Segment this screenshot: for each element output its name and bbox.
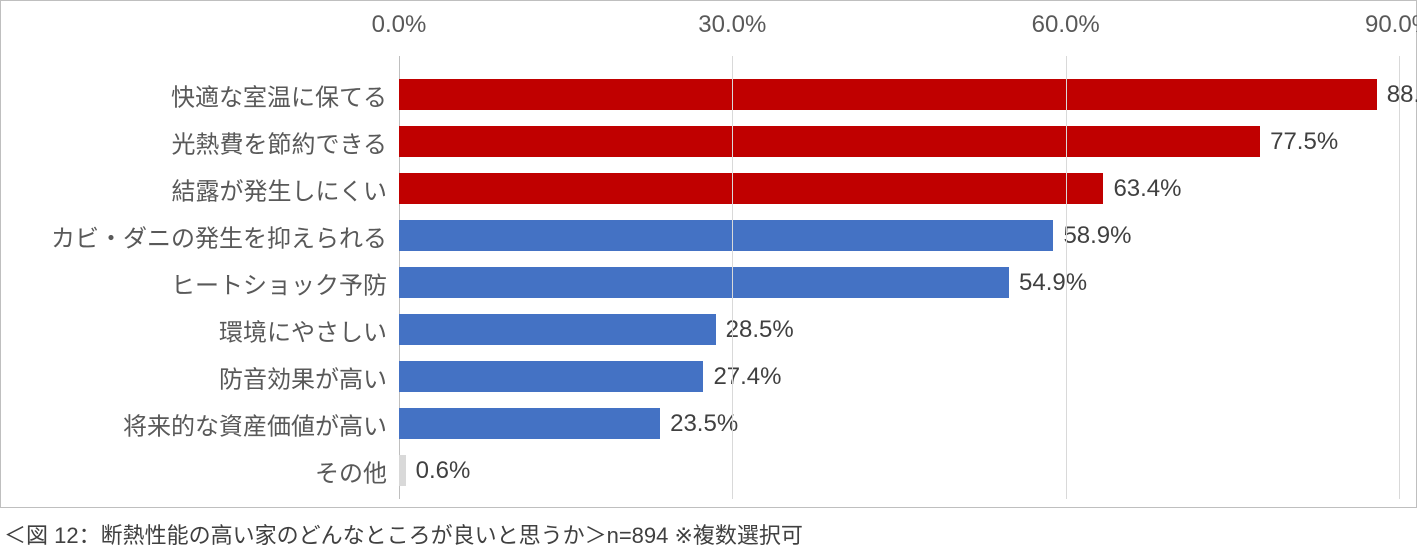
- bar-row-4: ヒートショック予防 54.9%: [399, 259, 1399, 306]
- gridline: [1066, 56, 1067, 499]
- category-label: 環境にやさしい: [219, 312, 387, 347]
- chart-frame: 0.0% 30.0% 60.0% 90.0% 快適な室温に保てる 88.0% 光…: [0, 0, 1417, 508]
- bar: [399, 408, 660, 439]
- category-label: 結露が発生しにくい: [171, 171, 387, 206]
- category-label: カビ・ダニの発生を抑えられる: [51, 218, 387, 253]
- bar: [399, 79, 1377, 110]
- value-label: 58.9%: [1063, 222, 1131, 250]
- value-label: 88.0%: [1387, 81, 1417, 109]
- category-label: 防音効果が高い: [219, 359, 387, 394]
- bar: [399, 126, 1260, 157]
- bar-row-6: 防音効果が高い 27.4%: [399, 353, 1399, 400]
- bar-row-1: 光熱費を節約できる 77.5%: [399, 118, 1399, 165]
- bar-row-8: その他 0.6%: [399, 447, 1399, 494]
- bar-row-0: 快適な室温に保てる 88.0%: [399, 71, 1399, 118]
- category-label: 快適な室温に保てる: [171, 77, 387, 112]
- plot-area: 0.0% 30.0% 60.0% 90.0% 快適な室温に保てる 88.0% 光…: [399, 11, 1399, 499]
- category-label: その他: [315, 453, 387, 488]
- value-label: 54.9%: [1019, 269, 1087, 297]
- bar-row-7: 将来的な資産価値が高い 23.5%: [399, 400, 1399, 447]
- gridline: [732, 56, 733, 499]
- bar: [399, 267, 1009, 298]
- bar: [399, 361, 703, 392]
- bar-row-5: 環境にやさしい 28.5%: [399, 306, 1399, 353]
- gridline: [1399, 56, 1400, 499]
- x-tick-90: 90.0%: [1365, 11, 1417, 39]
- bar: [399, 220, 1053, 251]
- value-label: 77.5%: [1270, 128, 1338, 156]
- category-label: ヒートショック予防: [171, 265, 387, 300]
- x-tick-30: 30.0%: [698, 11, 766, 39]
- bar: [399, 314, 716, 345]
- bar-row-3: カビ・ダニの発生を抑えられる 58.9%: [399, 212, 1399, 259]
- value-label: 28.5%: [726, 316, 794, 344]
- bars-region: 快適な室温に保てる 88.0% 光熱費を節約できる 77.5% 結露が発生しにく…: [399, 71, 1399, 494]
- figure-caption: ＜図 12：断熱性能の高い家のどんなところが良いと思うか＞n=894 ※複数選択…: [0, 508, 1417, 550]
- x-tick-0: 0.0%: [372, 11, 427, 39]
- bar-row-2: 結露が発生しにくい 63.4%: [399, 165, 1399, 212]
- category-label: 光熱費を節約できる: [171, 124, 387, 159]
- bar: [399, 173, 1103, 204]
- category-label: 将来的な資産価値が高い: [123, 406, 387, 441]
- x-tick-60: 60.0%: [1032, 11, 1100, 39]
- bar: [399, 455, 406, 486]
- value-label: 63.4%: [1113, 175, 1181, 203]
- x-axis-ticks: 0.0% 30.0% 60.0% 90.0%: [399, 11, 1399, 51]
- value-label: 0.6%: [416, 457, 471, 485]
- value-label: 27.4%: [713, 363, 781, 391]
- value-label: 23.5%: [670, 410, 738, 438]
